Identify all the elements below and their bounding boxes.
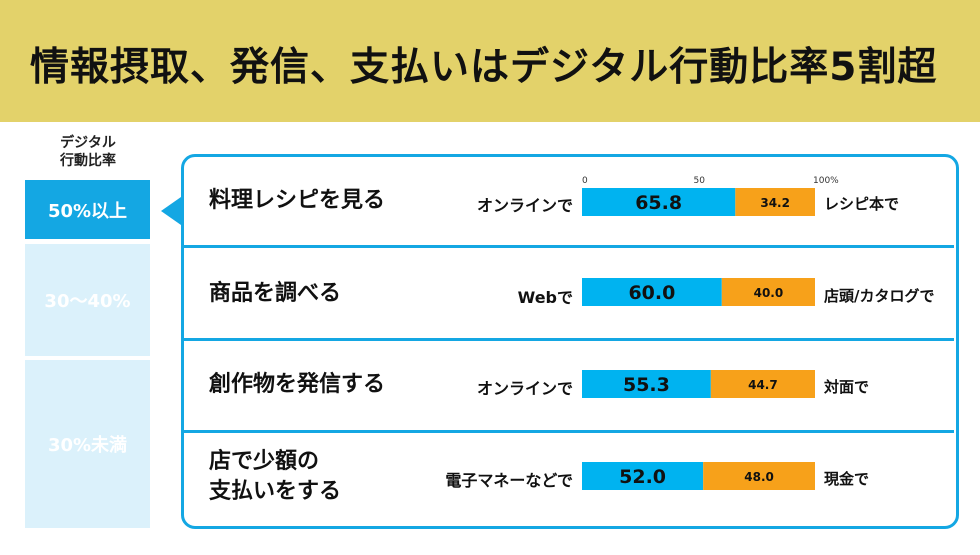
analog-bar bbox=[710, 370, 815, 398]
digital-ratio-caption: デジタル 行動比率 bbox=[26, 134, 150, 170]
row-label-payment: 店で少額の 支払いをする bbox=[209, 449, 342, 504]
right-label-recipe: レシピ本で bbox=[824, 195, 900, 213]
digital-value-label: 65.8 bbox=[635, 192, 682, 214]
digital-bar bbox=[582, 462, 704, 490]
right-label-research: 店頭/カタログで bbox=[824, 287, 935, 305]
digital-value-label: 55.3 bbox=[623, 374, 670, 396]
tier-under-30: 30%未満 bbox=[25, 360, 150, 528]
chart-panel bbox=[181, 154, 959, 529]
header-banner bbox=[0, 0, 980, 122]
row-divider bbox=[184, 430, 954, 433]
scale-tick-label: 0 bbox=[582, 176, 588, 186]
row-label-creation: 創作物を発信する bbox=[209, 372, 386, 397]
scale-tick-label: 100% bbox=[813, 176, 839, 186]
analog-value-label: 34.2 bbox=[760, 196, 790, 210]
page-title: 情報摂取、発信、支払いはデジタル行動比率5割超 bbox=[30, 45, 938, 90]
digital-value-label: 52.0 bbox=[619, 466, 666, 488]
digital-bar bbox=[582, 188, 736, 216]
row-label-research: 商品を調べる bbox=[209, 281, 342, 306]
analog-value-label: 40.0 bbox=[754, 286, 784, 300]
analog-value-label: 44.7 bbox=[748, 378, 778, 392]
analog-value-label: 48.0 bbox=[744, 470, 774, 484]
row-divider bbox=[184, 245, 954, 248]
left-label-creation: オンラインで bbox=[476, 379, 573, 398]
left-label-recipe: オンラインで bbox=[476, 196, 573, 215]
right-label-creation: 対面で bbox=[824, 378, 870, 396]
analog-bar bbox=[721, 278, 815, 306]
digital-bar bbox=[582, 278, 722, 306]
right-label-payment: 現金で bbox=[824, 470, 870, 488]
tier-30-40: 30～40% bbox=[25, 244, 150, 356]
left-label-research: Webで bbox=[517, 288, 573, 307]
tier-50-plus: 50%以上 bbox=[25, 180, 150, 239]
row-label-recipe: 料理レシピを見る bbox=[209, 188, 386, 213]
analog-bar bbox=[703, 462, 815, 490]
analog-bar bbox=[735, 188, 815, 216]
tier-pointer-arrow bbox=[161, 197, 181, 225]
left-label-payment: 電子マネーなどで bbox=[445, 471, 573, 490]
row-divider bbox=[184, 338, 954, 341]
digital-value-label: 60.0 bbox=[628, 282, 675, 304]
digital-ratio-caption-text: デジタル 行動比率 bbox=[60, 135, 116, 169]
digital-bar bbox=[582, 370, 711, 398]
scale-tick-label: 50 bbox=[694, 176, 706, 186]
